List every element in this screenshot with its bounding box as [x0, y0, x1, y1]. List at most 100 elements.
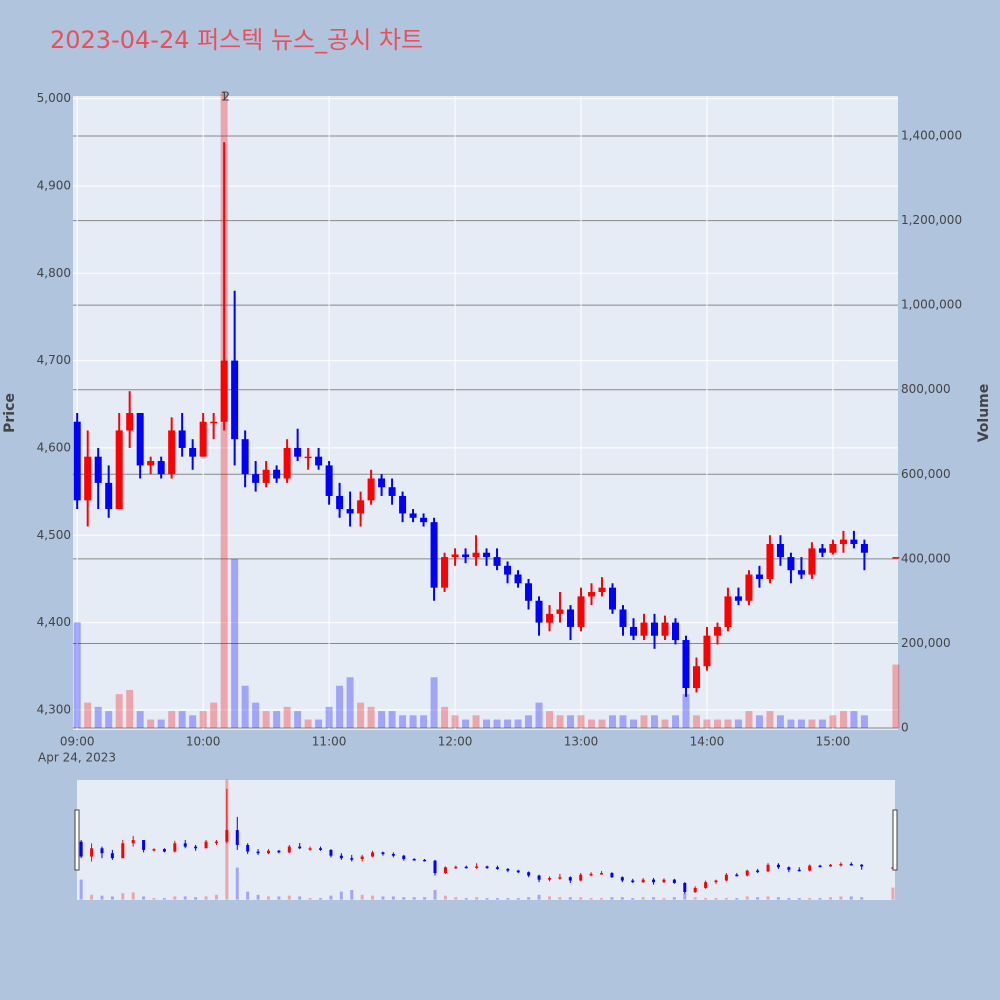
mini-volume-bar: [110, 896, 114, 900]
candle-body: [294, 447, 302, 457]
range-handle[interactable]: [892, 809, 898, 871]
mini-candle-body: [620, 877, 624, 881]
volume-bar: [462, 719, 470, 729]
mini-candle-body: [756, 870, 760, 873]
candle-body: [546, 613, 554, 623]
y2-axis-title: Volume: [976, 384, 992, 443]
volume-bar: [483, 719, 491, 729]
volume-bar: [493, 719, 501, 729]
volume-bar: [671, 715, 679, 729]
mini-candle-body: [173, 843, 177, 852]
mini-volume-bar: [183, 896, 187, 900]
candle-body: [493, 557, 501, 566]
mini-candle-body: [579, 874, 583, 881]
mini-volume-bar: [371, 895, 375, 900]
candle-body: [629, 626, 637, 636]
plot-area: [73, 96, 898, 730]
mini-volume-bar: [662, 898, 666, 900]
mini-volume-bar: [808, 898, 812, 900]
mini-candle-body: [214, 841, 218, 844]
mini-volume-bar: [339, 891, 343, 900]
volume-bar: [399, 715, 407, 729]
y2-tick-label: 1,400,000: [901, 129, 962, 143]
range-handle[interactable]: [74, 809, 80, 871]
volume-bar: [839, 711, 847, 729]
mini-candle-body: [464, 866, 468, 869]
candle-body: [115, 430, 123, 510]
mini-volume-bar: [547, 896, 551, 900]
mini-candle-body: [860, 864, 864, 867]
mini-candle-body: [797, 869, 801, 872]
volume-bar: [629, 719, 637, 729]
volume-bar: [147, 719, 155, 729]
mini-candle-body: [433, 860, 437, 874]
mini-volume-bar: [79, 879, 83, 900]
candle-body: [315, 456, 323, 466]
mini-candle-body: [849, 863, 853, 866]
volume-bar: [755, 715, 763, 729]
candle-body: [231, 360, 239, 440]
volume-bar: [315, 719, 323, 729]
y-tick-label: 4,300: [37, 702, 71, 716]
mini-volume-bar: [745, 896, 749, 900]
volume-bar: [472, 715, 480, 729]
volume-bar: [724, 719, 732, 729]
candle-body: [556, 609, 564, 614]
volume-bar: [567, 715, 575, 729]
mini-volume-bar: [173, 896, 177, 900]
volume-bar: [818, 719, 826, 729]
candle-body: [818, 548, 826, 553]
candle-body: [787, 557, 795, 571]
mini-candle-body: [568, 877, 572, 881]
y2-tick-label: 0: [901, 721, 909, 735]
volume-bar: [136, 711, 144, 729]
mini-volume-bar: [194, 897, 198, 900]
volume-bar: [598, 719, 606, 729]
candle-body: [451, 554, 459, 558]
mini-volume-bar: [527, 897, 531, 900]
mini-candle-body: [350, 858, 354, 860]
volume-bar: [609, 715, 617, 729]
range-slider[interactable]: [77, 780, 895, 900]
volume-bar: [94, 706, 102, 729]
mini-candle-body: [745, 870, 749, 876]
mini-volume-bar: [162, 898, 166, 900]
y-tick-label: 4,400: [37, 615, 71, 629]
candle-body: [441, 557, 449, 588]
candle-body: [619, 609, 627, 627]
mini-candle-body: [589, 873, 593, 876]
mini-candle-body: [537, 875, 541, 880]
mini-volume-bar: [464, 898, 468, 900]
mini-candle-body: [454, 866, 458, 869]
mini-volume-bar: [756, 897, 760, 900]
mini-candle-body: [235, 830, 239, 845]
candle-body: [472, 552, 480, 558]
candle-body: [199, 421, 207, 457]
candle-body: [262, 469, 270, 483]
candle-body: [535, 600, 543, 623]
candle-body: [220, 360, 228, 422]
candle-body: [504, 565, 512, 575]
candle-body: [588, 592, 596, 597]
mini-candle-body: [600, 873, 604, 875]
candle-body: [241, 439, 249, 475]
candle-body: [367, 478, 375, 501]
mini-volume-bar: [443, 895, 447, 900]
volume-bar: [262, 711, 270, 729]
mini-candle-body: [204, 841, 208, 849]
candle-body: [304, 456, 312, 459]
volume-bar: [619, 715, 627, 729]
candle-body: [388, 487, 396, 496]
mini-volume-bar: [776, 897, 780, 900]
mini-candle-body: [516, 870, 520, 873]
x-tick-label: 09:00: [60, 735, 95, 749]
mini-volume-bar: [277, 896, 281, 900]
mini-candle-body: [79, 841, 83, 857]
mini-candle-body: [547, 878, 551, 880]
mini-volume-bar: [412, 897, 416, 900]
mini-candle-body: [506, 868, 510, 871]
mini-candle-body: [287, 846, 291, 853]
mini-candle-body: [194, 846, 198, 849]
candle-body: [839, 539, 847, 544]
